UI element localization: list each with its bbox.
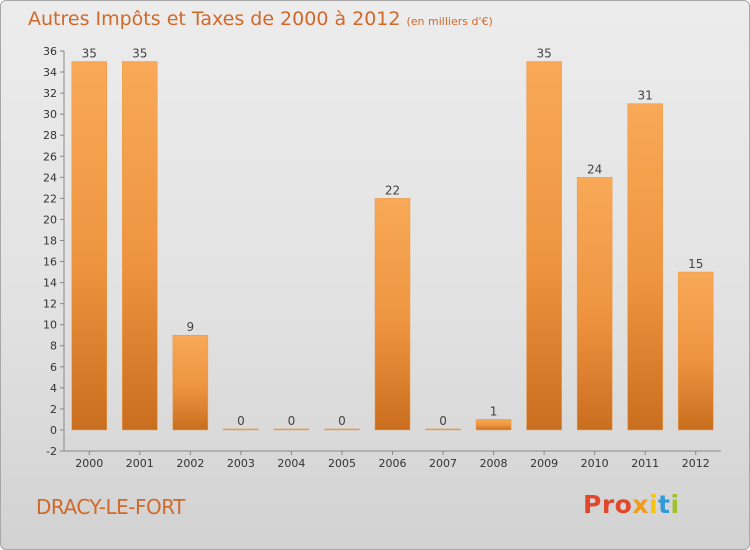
data-label-2006: 22 [385,183,400,197]
x-tick-label: 2012 [682,457,710,470]
data-label-2005: 0 [338,414,346,428]
x-tick-label: 2002 [176,457,204,470]
x-axis: 2000 2001 2002 2003 2004 2005 2006 2007 2008 2009… [64,450,721,470]
data-label-2002: 9 [187,320,195,334]
x-tick-label: 2004 [277,457,305,470]
bar-2007 [425,428,461,431]
x-tick-label: 2000 [75,457,103,470]
y-tick-label: 36 [43,45,57,58]
y-tick-label: 28 [43,129,57,142]
y-tick-label: -2 [46,445,57,458]
bar-2005 [324,428,360,431]
data-label-2008: 1 [490,404,498,418]
y-tick-label: 10 [43,319,57,332]
bar-2000 [71,61,108,431]
data-label-2011: 31 [638,89,653,103]
y-tick-label: 24 [43,171,57,184]
bar-2010 [576,177,613,431]
x-tick-label: 2008 [480,457,508,470]
bar-2004 [273,428,310,431]
bar-2003 [223,428,259,431]
proxiti-logo: Proxiti [583,490,680,519]
y-tick-label: 8 [50,340,57,353]
x-tick-label: 2011 [631,457,659,470]
chart-title: Autres Impôts et Taxes de 2000 à 2012 (en… [28,8,493,30]
bar-2002 [172,334,209,431]
y-tick-label: 6 [50,361,57,374]
x-tick-label: 2009 [530,457,558,470]
y-tick-label: 30 [43,108,57,121]
bars [71,61,714,431]
y-tick-label: 14 [43,277,57,290]
y-tick-label: 18 [43,234,57,247]
bar-2011 [627,103,663,431]
y-tick-label: 0 [50,424,57,437]
x-tick-label: 2010 [581,457,609,470]
y-tick-label: 4 [50,382,57,395]
commune-name: DRACY-LE-FORT [36,495,185,519]
x-tick-label: 2007 [429,457,457,470]
x-tick-label: 2006 [379,457,407,470]
data-label-2004: 0 [288,414,296,428]
y-tick-label: 26 [43,150,57,163]
y-tick-label: 12 [43,298,57,311]
data-label-2007: 0 [439,414,447,428]
x-tick-label: 2005 [328,457,356,470]
y-tick-label: 16 [43,256,57,269]
data-label-2010: 24 [587,162,602,176]
data-labels: 35 35 9 0 0 0 22 0 1 35 24 31 15 [82,47,704,428]
y-tick-label: 32 [43,87,57,100]
bar-2006 [374,198,411,431]
bar-2012 [677,271,714,431]
data-label-2009: 35 [536,47,551,61]
x-tick-label: 2003 [227,457,255,470]
y-tick-label: 22 [43,192,57,205]
bar-2001 [122,61,158,431]
y-tick-label: 20 [43,213,57,226]
bar-2009 [526,61,562,431]
y-tick-label: 34 [43,66,57,79]
chart-title-text: Autres Impôts et Taxes de 2000 à 2012 [28,8,401,30]
data-label-2000: 35 [82,47,97,61]
data-label-2003: 0 [237,414,245,428]
bar-2008 [475,419,512,431]
x-tick-label: 2001 [126,457,154,470]
data-label-2001: 35 [132,47,147,61]
y-tick-label: 2 [50,403,57,416]
data-label-2012: 15 [688,257,703,271]
chart-unit: (en milliers d'€) [406,15,493,28]
